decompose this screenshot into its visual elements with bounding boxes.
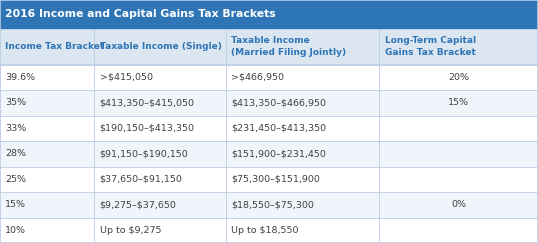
Text: \$413,350–\$466,950: \$413,350–\$466,950: [231, 98, 327, 107]
Text: >\$466,950: >\$466,950: [231, 73, 285, 82]
Text: \$37,650–\$91,150: \$37,650–\$91,150: [100, 175, 182, 184]
Text: 10%: 10%: [5, 226, 26, 235]
Text: 15%: 15%: [5, 200, 26, 209]
Bar: [0, 0, 538, 29]
Text: Long-Term Capital
Gains Tax Bracket: Long-Term Capital Gains Tax Bracket: [385, 36, 476, 57]
Text: Up to \$9,275: Up to \$9,275: [100, 226, 161, 235]
Text: \$413,350–\$415,050: \$413,350–\$415,050: [100, 98, 195, 107]
Text: \$9,275–\$37,650: \$9,275–\$37,650: [100, 200, 176, 209]
Text: 2016 Income and Capital Gains Tax Brackets: 2016 Income and Capital Gains Tax Bracke…: [5, 9, 276, 19]
Text: 20%: 20%: [448, 73, 469, 82]
Text: \$75,300–\$151,900: \$75,300–\$151,900: [231, 175, 320, 184]
Bar: [0, 166, 538, 192]
Bar: [0, 65, 538, 90]
Bar: [0, 217, 538, 243]
Text: >\$415,050: >\$415,050: [100, 73, 153, 82]
Text: 0%: 0%: [451, 200, 466, 209]
Text: Taxable Income (Single): Taxable Income (Single): [100, 42, 222, 51]
Bar: [0, 141, 538, 166]
Text: Up to \$18,550: Up to \$18,550: [231, 226, 299, 235]
Bar: [0, 192, 538, 217]
Text: \$18,550–\$75,300: \$18,550–\$75,300: [231, 200, 314, 209]
Text: 35%: 35%: [5, 98, 26, 107]
Text: \$91,150–\$190,150: \$91,150–\$190,150: [100, 149, 188, 158]
Text: 39.6%: 39.6%: [5, 73, 36, 82]
Text: 25%: 25%: [5, 175, 26, 184]
Text: \$231,450–\$413,350: \$231,450–\$413,350: [231, 124, 327, 133]
Bar: [0, 90, 538, 116]
Text: \$190,150–\$413,350: \$190,150–\$413,350: [100, 124, 195, 133]
Text: 33%: 33%: [5, 124, 26, 133]
Bar: [0, 116, 538, 141]
Text: Income Tax Bracket: Income Tax Bracket: [5, 42, 104, 51]
Text: 28%: 28%: [5, 149, 26, 158]
Text: 15%: 15%: [448, 98, 469, 107]
Bar: [0, 29, 538, 65]
Text: \$151,900–\$231,450: \$151,900–\$231,450: [231, 149, 326, 158]
Text: Taxable Income
(Married Filing Jointly): Taxable Income (Married Filing Jointly): [231, 36, 346, 57]
